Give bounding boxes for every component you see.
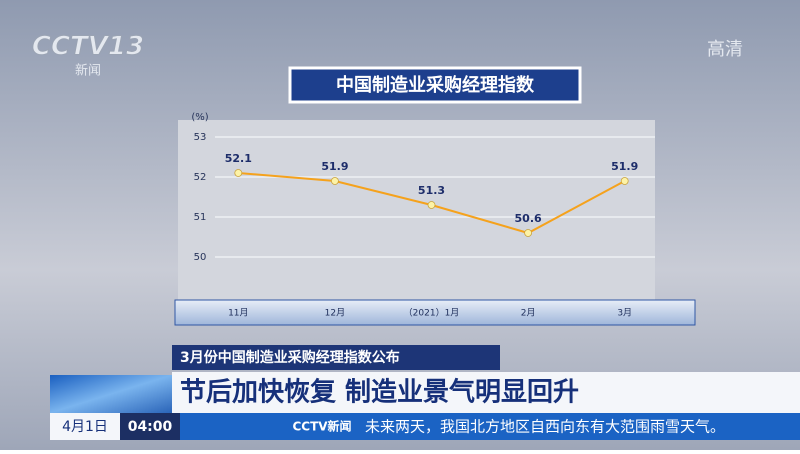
thumbnail [50, 375, 172, 413]
point [620, 177, 629, 185]
y-axis-label: (%) [191, 112, 208, 123]
x-tick-label: 2月 [521, 308, 536, 319]
value-label: 51.3 [418, 184, 445, 197]
plot-area [178, 120, 655, 300]
quality-badge: 高清 [707, 39, 743, 60]
date: 4月1日 [62, 419, 108, 435]
value-label: 50.6 [515, 212, 542, 225]
x-tick-label: 3月 [617, 308, 632, 319]
x-tick-label: 12月 [325, 308, 345, 319]
title-box [288, 66, 582, 104]
value-label: 52.1 [225, 152, 252, 165]
x-tick-label: （2021）1月 [404, 308, 460, 319]
point [427, 201, 436, 209]
point [234, 169, 243, 177]
point [524, 229, 532, 237]
x-tick-label: 11月 [228, 308, 248, 319]
x-axis-band [174, 299, 696, 326]
y-tick-label: 51 [194, 212, 207, 223]
ticker-logo: CCTV新闻 [292, 419, 351, 434]
date-box [50, 413, 120, 440]
y-tick-label: 52 [194, 172, 207, 183]
time: 04:00 [128, 419, 173, 435]
channel-logo-sub: 新闻 [75, 63, 101, 79]
headline-bar [172, 372, 800, 413]
value-label: 51.9 [321, 160, 348, 173]
y-tick-label: 50 [194, 252, 207, 263]
spacer [0, 342, 172, 372]
point [330, 177, 339, 185]
time-box [120, 413, 180, 440]
chart-title: 中国制造业采购经理指数 [336, 74, 535, 96]
channel-logo: CCTV13 [32, 32, 144, 62]
ticker-text: 未来两天，我国北方地区自西向东有大范围雨雪天气。 [365, 418, 725, 436]
y-tick-label: 53 [194, 132, 207, 143]
subheadline: 3月份中国制造业采购经理指数公布 [180, 349, 400, 366]
headline: 节后加快恢复 制造业景气明显回升 [180, 377, 579, 408]
subheadline-bar [172, 345, 500, 370]
value-label: 51.9 [611, 160, 638, 173]
